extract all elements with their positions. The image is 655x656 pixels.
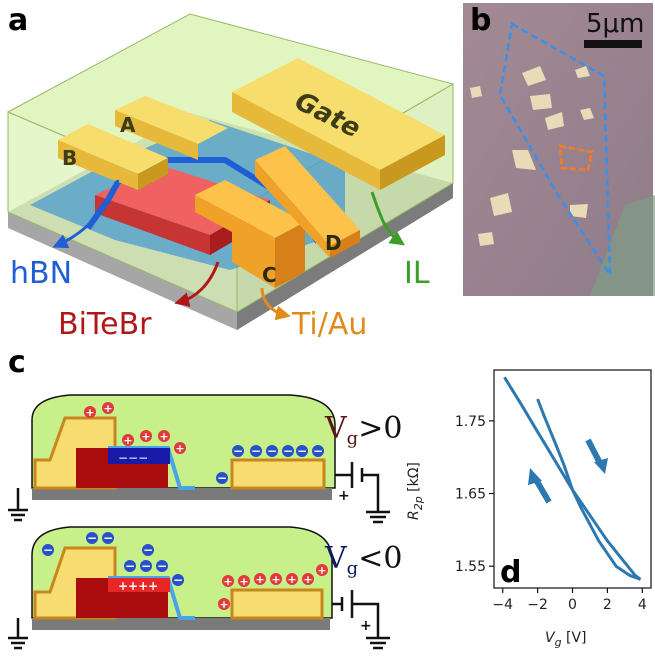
svg-text:−: − <box>125 559 135 573</box>
panel-d: d −4 −2 0 2 4 1.55 1.65 1.75 Vg [V] R2p [kΩ] <box>406 369 652 649</box>
sweep-arrowhead-up <box>528 468 542 485</box>
scale-bar-label: 5μm <box>586 9 644 39</box>
svg-text:−: − <box>267 444 277 458</box>
contact-a-label: A <box>120 113 136 137</box>
svg-text:−: − <box>157 559 167 573</box>
svg-text:+: + <box>85 406 94 419</box>
dark-blue-layer <box>108 448 170 464</box>
red-accumulation-layer <box>108 578 170 592</box>
panel-c: c −−− + + + + + + − <box>8 345 402 650</box>
battery-plus-top: + <box>338 488 350 504</box>
svg-text:+: + <box>219 598 228 611</box>
positive-charges-bottom: ++++ <box>118 579 158 593</box>
svg-text:+: + <box>175 442 184 455</box>
right-electrode-bottom <box>230 588 324 620</box>
bitebr-arrow <box>174 261 220 307</box>
panel-b-label: b <box>470 3 491 38</box>
svg-text:+: + <box>103 402 112 415</box>
negative-ions-bottom: − − − − − − − − <box>42 531 184 587</box>
legend-hbn: hBN <box>10 256 72 291</box>
x-tick-label: −2 <box>527 597 548 613</box>
svg-text:−: − <box>233 444 243 458</box>
y-tick-label: 1.75 <box>455 414 486 430</box>
scale-bar <box>584 40 642 48</box>
electrode-b: B <box>58 124 168 190</box>
vg-positive-label: Vg>0 <box>324 411 402 449</box>
panel-c-label: c <box>8 345 26 380</box>
flake-outline <box>498 22 612 280</box>
contact-b-label: B <box>62 146 77 170</box>
x-tick-label: 4 <box>638 597 647 613</box>
svg-text:−: − <box>141 559 151 573</box>
x-ticks: −4 −2 0 2 4 <box>492 588 647 613</box>
gate-electrode: Gate <box>232 58 445 190</box>
electrode-d: D <box>255 146 360 258</box>
x-axis-label: Vg [V] <box>545 630 587 649</box>
circuit-bottom <box>8 590 390 650</box>
positive-ions-bottom: + + + + + + + + <box>218 564 328 611</box>
chart-marks <box>503 376 642 581</box>
il-arrow <box>370 191 405 246</box>
svg-text:−: − <box>217 471 227 485</box>
series-line-1 <box>503 376 642 581</box>
svg-text:+: + <box>255 573 264 586</box>
y-axis-label: R2p [kΩ] <box>406 462 425 520</box>
crystal-fragments <box>470 66 594 246</box>
device-region <box>558 144 594 172</box>
tiau-arrow <box>260 287 291 321</box>
svg-text:+: + <box>303 573 312 586</box>
panel-d-label: d <box>500 555 521 590</box>
svg-text:+: + <box>287 573 296 586</box>
battery-plus-bottom: + <box>360 618 372 634</box>
circuit-top <box>8 462 390 524</box>
svg-text:−: − <box>251 444 261 458</box>
panel-a-label: a <box>8 3 28 38</box>
electrode-a: A <box>115 96 228 160</box>
svg-text:−: − <box>283 444 293 458</box>
contact-d-label: D <box>325 231 342 255</box>
legend-bitebr: BiTeBr <box>58 307 152 342</box>
right-electrode-top <box>230 458 326 490</box>
svg-text:+: + <box>223 575 232 588</box>
negative-ions-top: − − − − − − − <box>216 444 324 485</box>
x-tick-label: 0 <box>568 597 577 613</box>
svg-text:+: + <box>271 573 280 586</box>
legend-tiau: Ti/Au <box>291 307 367 342</box>
cross-section-positive: −−− + + + + + + − − − − − − − <box>8 394 402 524</box>
cross-section-negative: ++++ − − − − − − − − + + + + + + + + <box>8 526 402 650</box>
chart-frame <box>493 369 652 589</box>
svg-text:−: − <box>313 444 323 458</box>
svg-text:+: + <box>123 434 132 447</box>
svg-text:−: − <box>87 531 97 545</box>
series-line-2 <box>536 398 642 581</box>
svg-text:−: − <box>297 444 307 458</box>
svg-text:−: − <box>173 573 183 587</box>
vg-negative-label: Vg<0 <box>324 541 402 579</box>
panel-a: a Gate <box>6 3 455 342</box>
negative-charges-top: −−− <box>118 451 148 465</box>
electrode-c: C <box>195 180 305 288</box>
y-tick-label: 1.65 <box>455 487 486 503</box>
svg-text:+: + <box>317 564 326 577</box>
positive-ions-top: + + + + + + <box>84 402 186 455</box>
hbn-arrow <box>52 179 120 249</box>
svg-text:+: + <box>239 575 248 588</box>
svg-text:−: − <box>143 543 153 557</box>
svg-text:−: − <box>43 543 53 557</box>
sweep-arrowhead-down <box>594 458 608 474</box>
svg-text:+: + <box>141 430 150 443</box>
svg-text:+: + <box>159 430 168 443</box>
x-tick-label: 2 <box>603 597 612 613</box>
svg-text:−: − <box>103 531 113 545</box>
x-tick-label: −4 <box>492 597 513 613</box>
y-tick-label: 1.55 <box>455 559 486 575</box>
y-ticks: 1.55 1.65 1.75 <box>455 414 494 575</box>
panel-b: 5μm b <box>463 3 655 296</box>
legend-il: IL <box>404 256 430 291</box>
contact-c-label: C <box>262 263 277 287</box>
